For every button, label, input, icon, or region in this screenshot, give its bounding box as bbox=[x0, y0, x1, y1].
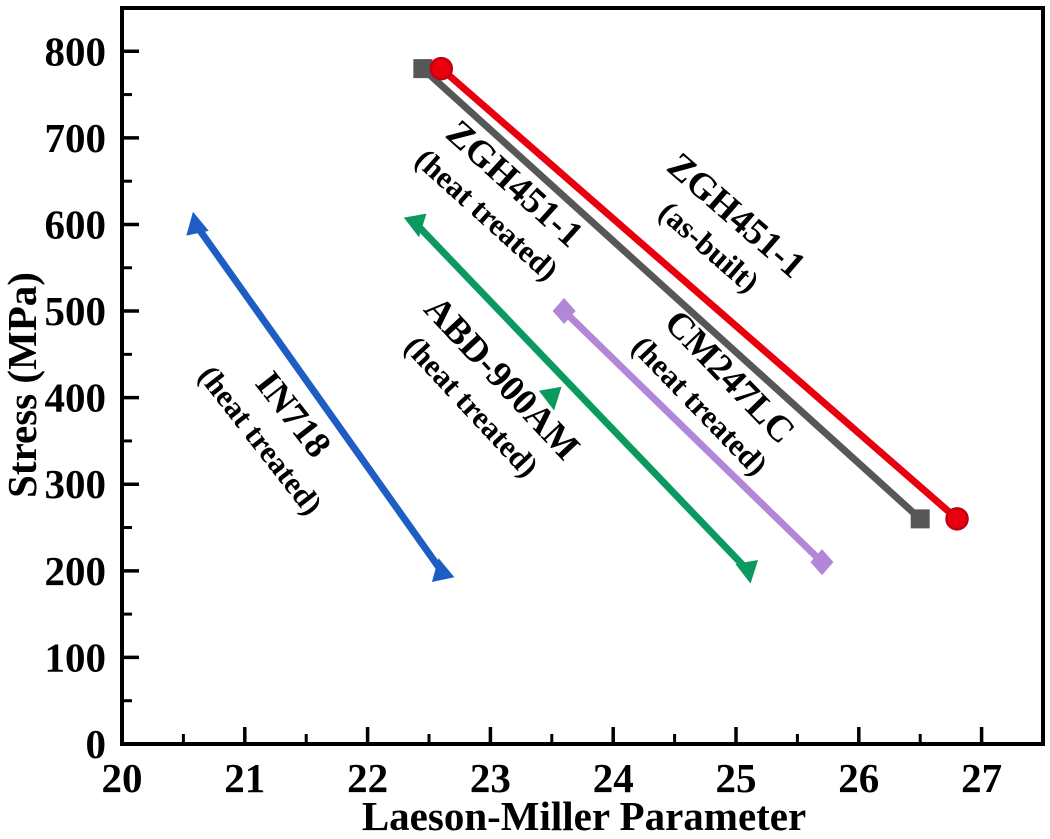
x-tick-label: 26 bbox=[838, 755, 879, 801]
y-tick-label: 700 bbox=[45, 115, 107, 161]
marker-diamond bbox=[552, 298, 576, 325]
x-tick-label: 25 bbox=[716, 755, 757, 801]
y-tick-label: 100 bbox=[45, 634, 107, 680]
series-cm247lc-heat-treated bbox=[552, 298, 834, 576]
marker-circle bbox=[429, 56, 454, 81]
x-axis-title: Laeson-Miller Parameter bbox=[362, 793, 806, 839]
marker-diamond bbox=[810, 549, 834, 576]
y-tick-label: 600 bbox=[45, 201, 107, 247]
y-tick-label: 0 bbox=[86, 721, 107, 767]
y-tick-label: 800 bbox=[45, 28, 107, 74]
marker-circle bbox=[945, 507, 969, 531]
axis-ticks bbox=[120, 49, 984, 746]
marker-triangle-down bbox=[735, 559, 759, 584]
marker-square bbox=[413, 59, 433, 79]
series-line bbox=[560, 307, 826, 566]
series-line bbox=[192, 220, 445, 575]
marker-triangle-up bbox=[431, 558, 455, 583]
marker-triangle-down bbox=[403, 213, 427, 238]
y-tick-label: 500 bbox=[45, 288, 107, 334]
series-line bbox=[419, 65, 924, 523]
y-tick-label: 200 bbox=[45, 548, 107, 594]
series-zgh451-1-heat-treated bbox=[413, 59, 930, 529]
marker-triangle-up bbox=[186, 211, 209, 236]
x-tick-label: 21 bbox=[224, 755, 265, 801]
series-label-zgh451-1-as-built: ZGH451-1(as-built) bbox=[652, 145, 813, 299]
y-axis-title: Stress (MPa) bbox=[0, 272, 45, 498]
y-tick-label: 300 bbox=[45, 461, 107, 507]
marker-triangle-down bbox=[538, 386, 562, 411]
plot-series bbox=[186, 56, 969, 584]
x-tick-label: 22 bbox=[347, 755, 388, 801]
x-tick-label: 24 bbox=[593, 755, 634, 801]
axis-tick-labels: 20 21 22 23 24 25 26 27 0 100 200 300 400 500 600 700 80… bbox=[45, 28, 1003, 801]
series-zgh451-1-as-built bbox=[429, 56, 969, 531]
x-tick-label: 27 bbox=[961, 755, 1002, 801]
marker-square bbox=[910, 509, 930, 529]
series-line bbox=[437, 65, 961, 523]
x-tick-label: 23 bbox=[470, 755, 511, 801]
series-abd-900am-heat-treated bbox=[403, 213, 759, 584]
series-in718-heat-treated bbox=[186, 211, 455, 583]
x-tick-label: 20 bbox=[102, 755, 143, 801]
series-line bbox=[413, 220, 752, 575]
plot-frame bbox=[120, 6, 1045, 746]
y-tick-label: 400 bbox=[45, 375, 107, 421]
